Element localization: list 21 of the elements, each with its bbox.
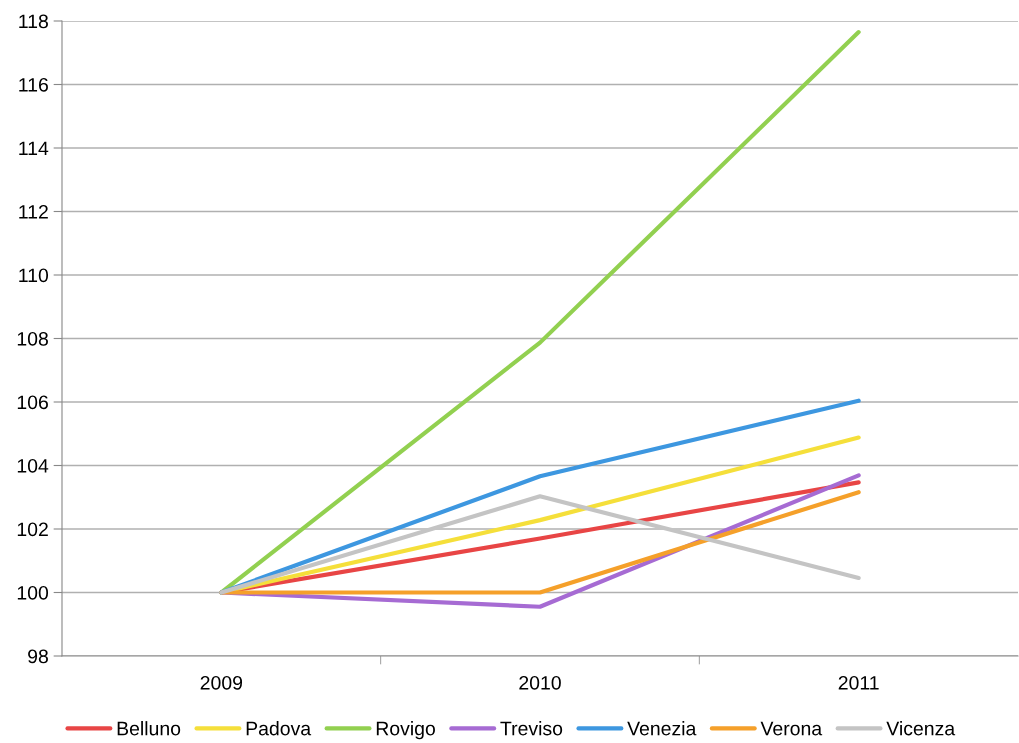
y-tick-label: 118	[19, 14, 48, 29]
y-tick-label: 116	[19, 77, 48, 92]
legend-label: Treviso	[500, 721, 563, 736]
y-tick-label: 112	[19, 204, 48, 219]
y-tick-label: 104	[17, 458, 49, 473]
x-tick-label: 2011	[838, 675, 879, 690]
x-tick-label: 2009	[200, 675, 243, 690]
legend-label: Belluno	[117, 721, 181, 736]
legend-label: Rovigo	[376, 721, 435, 740]
y-tick-label: 102	[17, 522, 48, 537]
legend-label: Padova	[246, 721, 312, 736]
y-tick-label: 106	[17, 395, 48, 410]
x-tick-label: 2010	[519, 675, 561, 690]
legend-label: Verona	[760, 721, 823, 736]
legend-label: Venezia	[627, 721, 697, 736]
legend-label: Vicenza	[886, 721, 956, 736]
y-tick-label: 108	[17, 331, 48, 346]
y-tick-label: 114	[19, 141, 49, 156]
y-tick-label: 110	[19, 268, 49, 283]
y-tick-label: 100	[17, 585, 49, 600]
y-tick-label: 98	[28, 649, 48, 664]
